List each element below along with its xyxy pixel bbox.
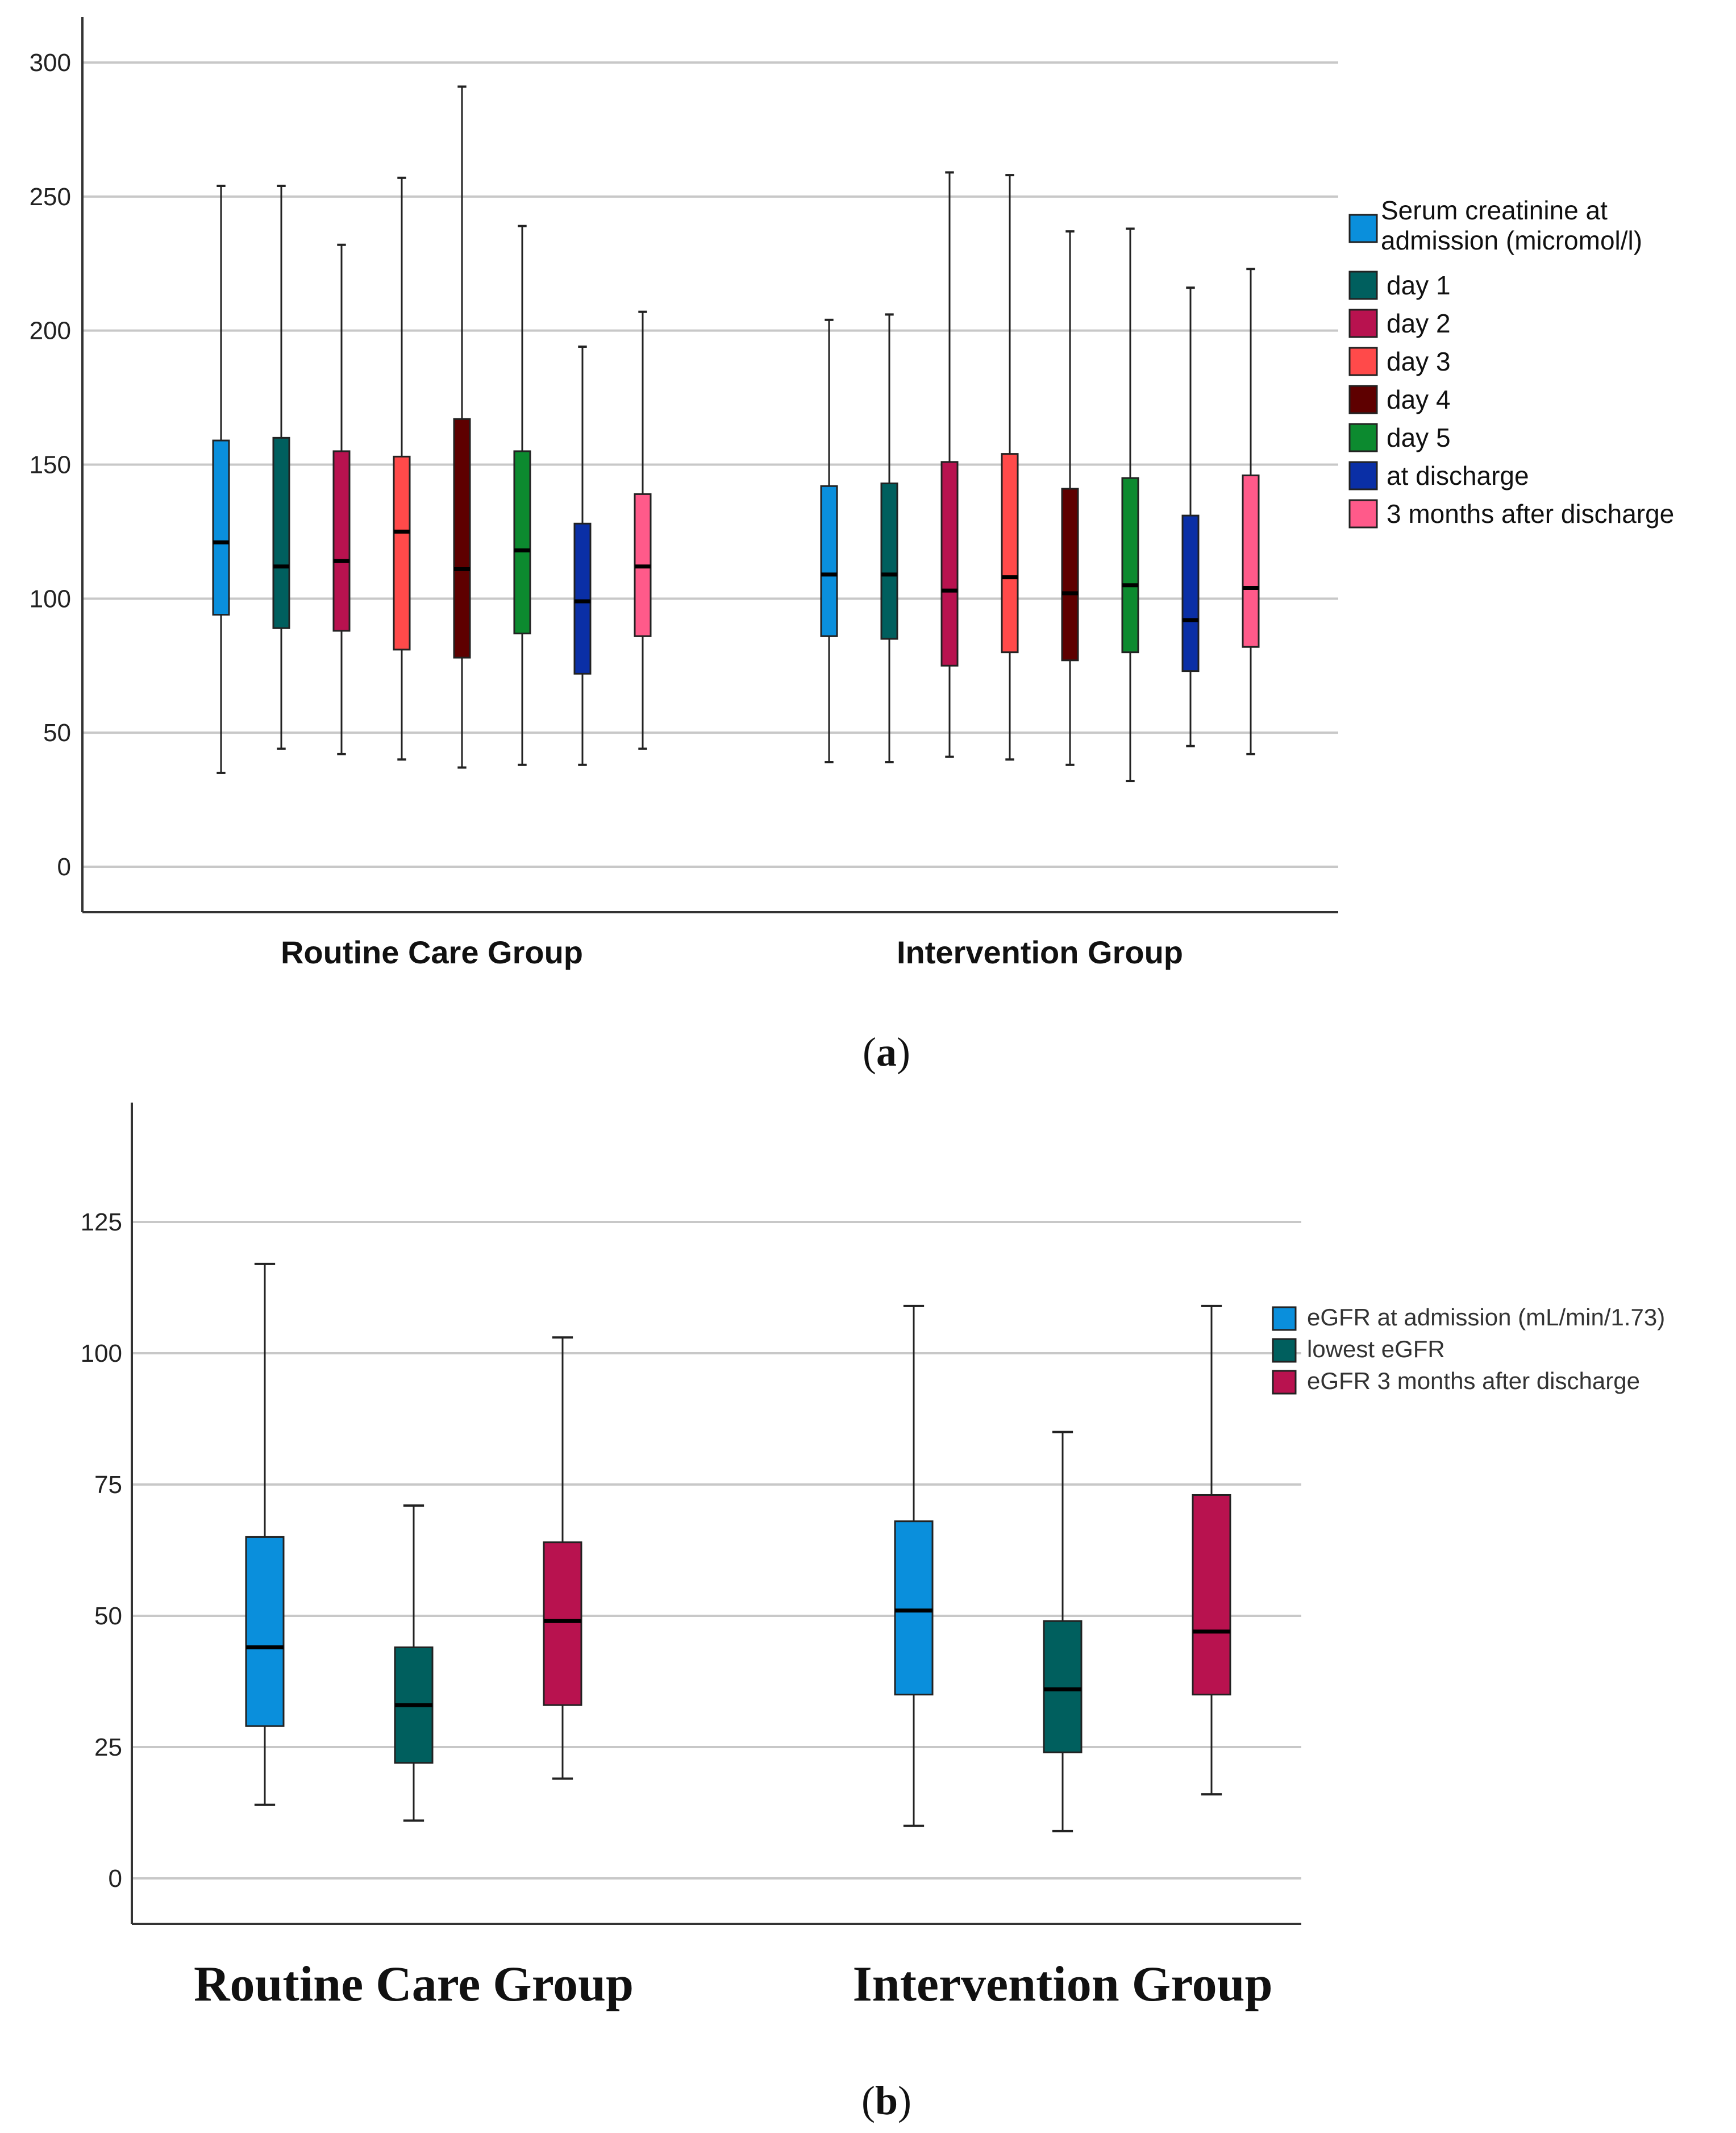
box-serum-creatinine-at-admission-micromol-l- — [212, 439, 230, 616]
legend-swatch — [1348, 499, 1378, 529]
box-egfr-at-admission-ml-min-1-73- — [245, 1536, 285, 1727]
panel-a-creatinine-chart: 0 50 100 150 200 250 300 Routine Care Group Inte… — [30, 17, 1674, 1075]
panel-letter: b — [875, 2078, 898, 2123]
y-tick-label: 50 — [43, 719, 71, 747]
legend-label: eGFR 3 months after discharge — [1307, 1367, 1640, 1394]
group-label: Intervention Group — [897, 934, 1183, 970]
legend-swatch — [1348, 423, 1378, 452]
legend-label: admission (micromol/l) — [1381, 226, 1642, 255]
legend-label: day 2 — [1387, 309, 1451, 338]
y-tick-label: 25 — [94, 1733, 122, 1761]
y-tick-label: 0 — [57, 853, 71, 881]
y-tick-label: 75 — [94, 1471, 122, 1499]
box-at-discharge — [573, 522, 592, 675]
group-label: Routine Care Group — [281, 934, 583, 970]
box-day-1 — [272, 436, 290, 629]
legend-swatch — [1348, 461, 1378, 490]
y-tick-label: 300 — [30, 49, 71, 77]
box-day-3 — [393, 455, 411, 651]
y-tick-label: 0 — [109, 1865, 122, 1893]
legend-label: eGFR at admission (mL/min/1.73) — [1307, 1304, 1665, 1330]
legend-swatch — [1272, 1306, 1297, 1331]
panel-letter: a — [876, 1029, 897, 1075]
legend-label: day 1 — [1387, 271, 1451, 300]
y-tick-label: 100 — [81, 1340, 122, 1367]
legend-label: at discharge — [1387, 461, 1529, 490]
legend-swatch — [1348, 271, 1378, 300]
box-egfr-3-months-after-discharge — [543, 1541, 582, 1706]
legend-label: Serum creatinine at — [1381, 196, 1608, 225]
box-day-2 — [332, 450, 351, 632]
legend-swatch — [1348, 385, 1378, 414]
legend-swatch — [1272, 1370, 1297, 1395]
box-day-4 — [1061, 488, 1079, 662]
panel-b-egfr-chart: 0 25 50 75 100 125 Routine Care Group Intervent… — [81, 1103, 1665, 2123]
box-day-1 — [880, 483, 898, 640]
legend-label: 3 months after discharge — [1387, 499, 1674, 529]
legend-swatch — [1272, 1338, 1297, 1363]
box-at-discharge — [1181, 514, 1200, 672]
box-day-3 — [1001, 453, 1019, 654]
box-day-2 — [940, 461, 959, 667]
box-lowest-egfr — [1043, 1620, 1083, 1753]
box-day-5 — [1121, 477, 1139, 654]
group-label: Intervention Group — [852, 1957, 1272, 2012]
legend-label: day 3 — [1387, 347, 1451, 376]
y-tick-label: 50 — [94, 1602, 122, 1630]
y-tick-label: 100 — [30, 585, 71, 613]
y-tick-label: 125 — [81, 1208, 122, 1236]
panel-label: (b) — [861, 2078, 911, 2123]
legend-label: lowest eGFR — [1307, 1336, 1445, 1362]
box-3-months-after-discharge — [1242, 474, 1260, 648]
legend-swatch — [1348, 347, 1378, 376]
box-day-4 — [453, 418, 471, 659]
legend-label: day 5 — [1387, 423, 1451, 452]
box-egfr-at-admission-ml-min-1-73- — [894, 1520, 934, 1696]
y-tick-label: 250 — [30, 183, 71, 211]
legend-label: day 4 — [1387, 385, 1451, 414]
box-egfr-3-months-after-discharge — [1192, 1494, 1231, 1696]
legend-swatch — [1348, 214, 1378, 243]
legend-swatch — [1348, 309, 1378, 338]
box-day-5 — [513, 450, 531, 635]
box-serum-creatinine-at-admission-micromol-l- — [820, 485, 838, 637]
panel-label: (a) — [863, 1029, 910, 1075]
group-label: Routine Care Group — [194, 1957, 634, 2012]
y-tick-label: 200 — [30, 317, 71, 345]
y-tick-label: 150 — [30, 451, 71, 479]
